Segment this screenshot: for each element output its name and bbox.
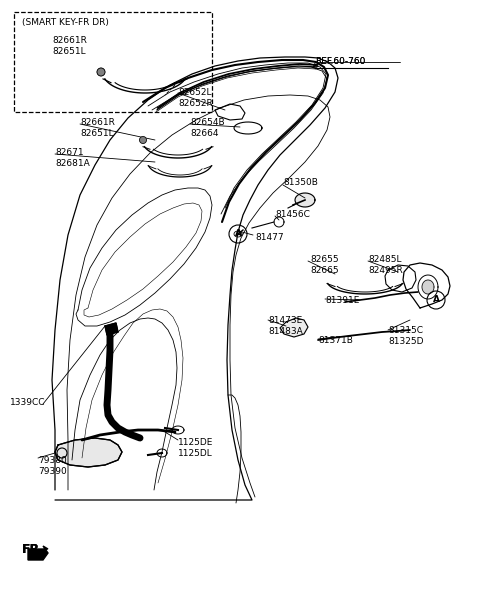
Text: 1125DE: 1125DE: [178, 438, 214, 447]
Text: 82495R: 82495R: [368, 266, 403, 275]
Text: 81350B: 81350B: [283, 178, 318, 187]
Bar: [14, 12, 212, 112]
Text: FR.: FR.: [22, 543, 45, 556]
Text: 82661R: 82661R: [52, 36, 87, 45]
Text: 81483A: 81483A: [268, 327, 303, 336]
Text: A: A: [235, 230, 241, 239]
Text: 82655: 82655: [310, 255, 338, 264]
Text: A: A: [432, 295, 440, 304]
Circle shape: [140, 136, 146, 144]
Text: FR.: FR.: [22, 543, 45, 556]
Text: 82661R: 82661R: [80, 118, 115, 127]
Text: 1339CC: 1339CC: [10, 398, 46, 407]
Polygon shape: [55, 438, 122, 467]
Text: 82665: 82665: [310, 266, 338, 275]
Text: 1125DL: 1125DL: [178, 449, 213, 458]
Text: 81325D: 81325D: [388, 337, 423, 346]
Text: 81477: 81477: [255, 233, 284, 242]
Text: (SMART KEY-FR DR): (SMART KEY-FR DR): [22, 18, 109, 27]
Text: 81391E: 81391E: [325, 296, 360, 305]
Text: 82671: 82671: [55, 148, 84, 157]
Polygon shape: [28, 546, 48, 560]
Text: 82681A: 82681A: [55, 159, 90, 168]
Text: 81315C: 81315C: [388, 326, 423, 335]
Text: REF.60-760: REF.60-760: [315, 57, 365, 66]
Text: 82652R: 82652R: [178, 99, 213, 108]
Polygon shape: [422, 280, 434, 294]
Text: 81371B: 81371B: [318, 336, 353, 345]
Polygon shape: [105, 323, 118, 335]
Text: 79380: 79380: [38, 456, 67, 465]
Text: 82485L: 82485L: [368, 255, 401, 264]
Text: 81456C: 81456C: [275, 210, 310, 219]
Text: REF.60-760: REF.60-760: [315, 57, 365, 66]
Text: 82664: 82664: [190, 129, 218, 138]
Text: 82654B: 82654B: [190, 118, 225, 127]
Text: 82651L: 82651L: [52, 47, 85, 56]
Text: 82652L: 82652L: [178, 88, 212, 97]
Text: 82651L: 82651L: [80, 129, 114, 138]
Polygon shape: [280, 318, 308, 337]
Polygon shape: [295, 193, 315, 207]
Text: 81473E: 81473E: [268, 316, 302, 325]
Text: 79390: 79390: [38, 467, 67, 476]
Circle shape: [97, 68, 105, 76]
